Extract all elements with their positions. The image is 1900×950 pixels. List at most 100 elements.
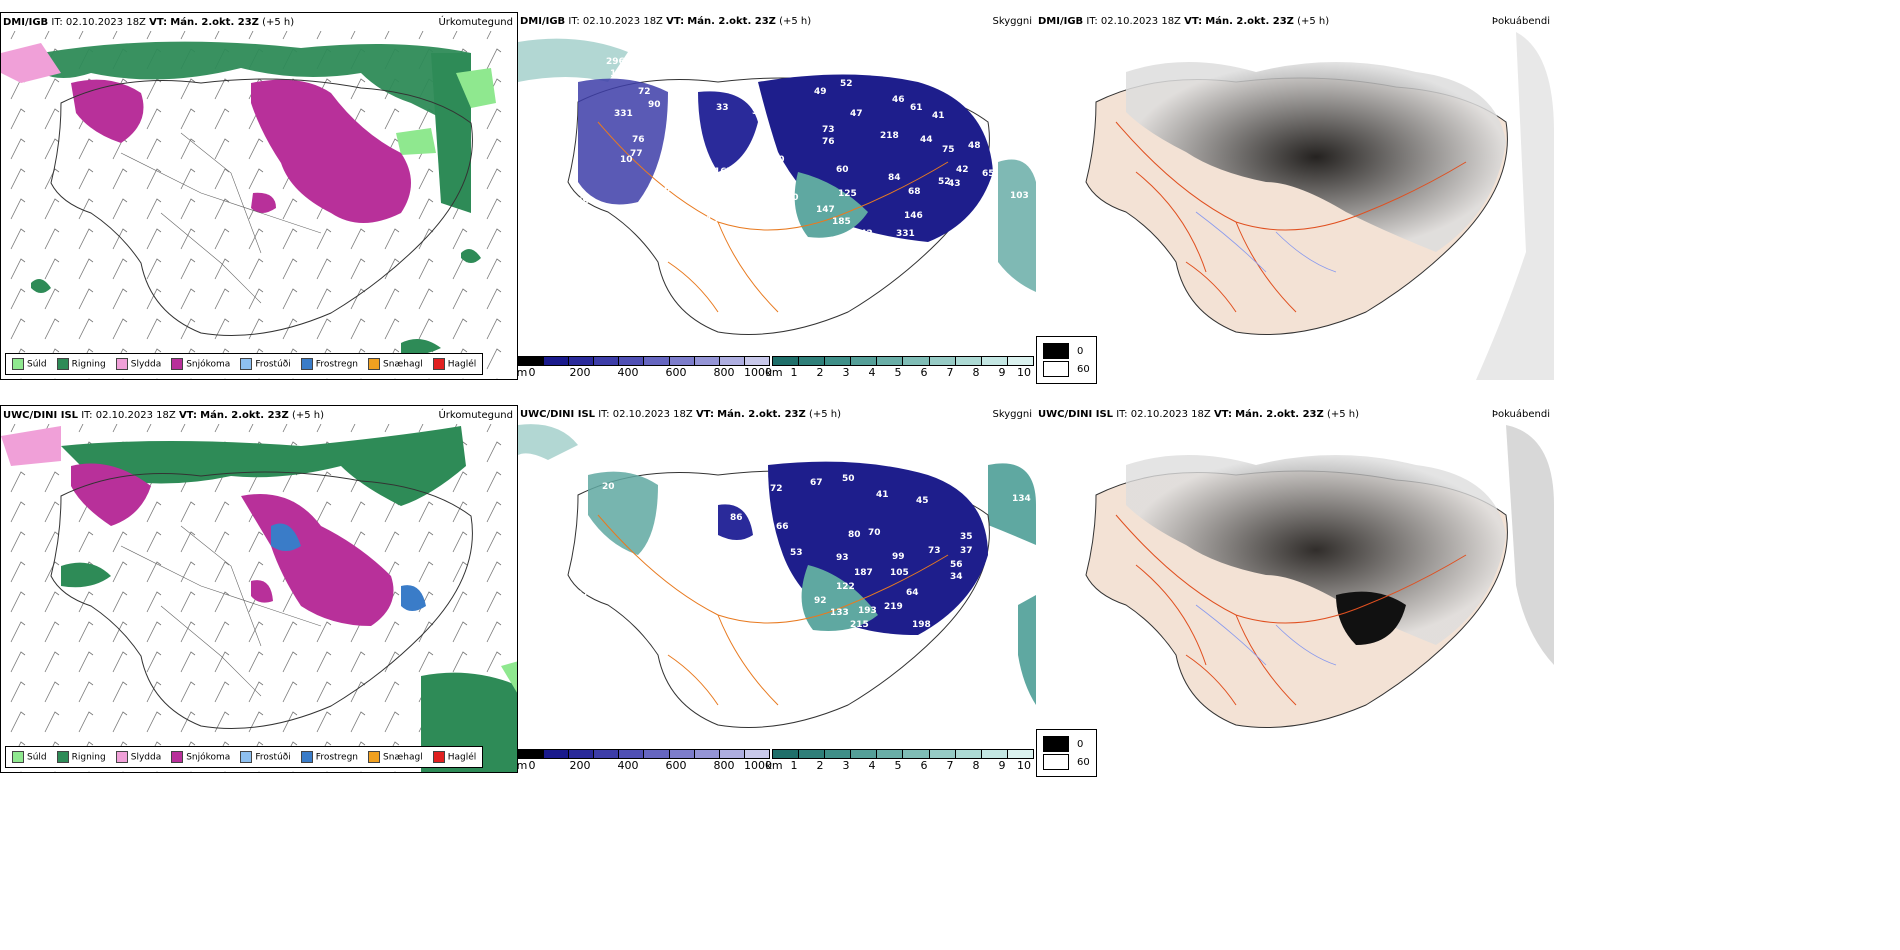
svg-text:219: 219 (884, 602, 903, 612)
cloud-base-panel-bottom: UWC/DINI ISL IT: 02.10.2023 18Z VT: Mán.… (518, 405, 1036, 773)
fog-panel-top: DMI/IGB IT: 02.10.2023 18Z VT: Mán. 2.ok… (1036, 12, 1554, 380)
visibility-colorbar (772, 749, 1034, 759)
svg-text:149: 149 (610, 460, 629, 470)
tick-label: 10 (1017, 759, 1031, 772)
svg-text:99: 99 (892, 552, 905, 562)
field-name: Skyggni (992, 16, 1032, 27)
svg-text:70: 70 (868, 528, 881, 538)
tick-label: 3 (842, 366, 850, 379)
panel-header: DMI/IGB IT: 02.10.2023 18Z VT: Mán. 2.ok… (520, 16, 812, 27)
svg-text:47: 47 (850, 109, 863, 119)
svg-text:168: 168 (654, 524, 673, 534)
svg-text:66: 66 (776, 522, 789, 532)
svg-text:242: 242 (854, 229, 873, 239)
tick-label: 600 (665, 759, 687, 772)
svg-text:66: 66 (664, 185, 677, 195)
svg-text:37: 37 (576, 590, 589, 600)
svg-text:77: 77 (630, 149, 643, 159)
panel-header: UWC/DINI ISL IT: 02.10.2023 18Z VT: Mán.… (1038, 409, 1359, 420)
unit-label: m (516, 759, 528, 772)
precip-type-panel-bottom: UWC/DINI ISL IT: 02.10.2023 18Z VT: Mán.… (0, 405, 518, 773)
precip-legend: Súld Rigning Slydda Snjókoma Frostúði Fr… (5, 746, 484, 768)
svg-text:61: 61 (910, 103, 923, 113)
legend-item: Haglél (432, 751, 476, 763)
tick-label: 9 (998, 759, 1006, 772)
svg-text:86: 86 (730, 513, 743, 523)
svg-text:75: 75 (942, 145, 955, 155)
svg-text:50: 50 (842, 474, 855, 484)
svg-text:122: 122 (836, 582, 855, 592)
legend-item: Frostregn (300, 751, 358, 763)
svg-text:45: 45 (916, 496, 929, 506)
svg-text:90: 90 (772, 155, 785, 165)
svg-text:46: 46 (892, 95, 905, 105)
svg-text:42: 42 (956, 165, 969, 175)
svg-text:52: 52 (840, 79, 853, 89)
tick-label: 1 (790, 759, 798, 772)
svg-text:76: 76 (822, 137, 835, 147)
tick-label: 1000 (744, 366, 772, 379)
tick-label: 0 (528, 366, 536, 379)
fog-panel-bottom: UWC/DINI ISL IT: 02.10.2023 18Z VT: Mán.… (1036, 405, 1554, 773)
svg-text:41: 41 (932, 111, 945, 121)
svg-text:48: 48 (968, 141, 981, 151)
svg-text:37: 37 (960, 546, 973, 556)
legend-item: Frostúði (240, 751, 291, 763)
tick-label: 200 (569, 759, 591, 772)
svg-text:215: 215 (850, 620, 869, 630)
svg-text:187: 187 (854, 568, 873, 578)
tick-label: 9 (998, 366, 1006, 379)
svg-text:90: 90 (732, 590, 745, 600)
unit-label: m (516, 366, 528, 379)
tick-label: 0 (528, 759, 536, 772)
tick-label: 2 (816, 366, 824, 379)
svg-text:193: 193 (858, 606, 877, 616)
svg-text:296: 296 (606, 57, 625, 67)
legend-item: Slydda (115, 358, 161, 370)
svg-text:331: 331 (896, 229, 915, 239)
legend-item: Súld (12, 358, 47, 370)
svg-text:30: 30 (728, 574, 741, 584)
visibility-colorbar-bottom: km 1 2 3 4 5 6 7 8 9 10 (765, 749, 1034, 773)
legend-item: Slydda (115, 751, 161, 763)
terrain-colorbar-top: m 0 200 400 600 800 1000 (516, 356, 772, 380)
svg-text:147: 147 (816, 205, 835, 215)
svg-text:10: 10 (620, 155, 633, 165)
precip-legend: Súld Rigning Slydda Snjókoma Frostúði Fr… (5, 353, 484, 375)
legend-item: Frostúði (240, 358, 291, 370)
tick-label: 6 (920, 759, 928, 772)
svg-text:78: 78 (576, 197, 589, 207)
cloud-base-panel-top: DMI/IGB IT: 02.10.2023 18Z VT: Mán. 2.ok… (518, 12, 1036, 380)
svg-text:67: 67 (810, 478, 823, 488)
svg-text:56: 56 (950, 560, 963, 570)
svg-text:102: 102 (730, 199, 749, 209)
tick-label: 7 (946, 759, 954, 772)
svg-text:331: 331 (614, 109, 633, 119)
svg-text:124: 124 (754, 135, 773, 145)
visibility-colorbar (772, 356, 1034, 366)
terrain-colorbar-bottom: m 0 200 400 600 800 1000 (516, 749, 772, 773)
svg-text:20: 20 (602, 482, 615, 492)
cloud-base-labels: 296 140 110 72 90 33 57 49 52 46 47 61 4… (576, 57, 1029, 239)
cloud-base-labels: 149 20 168 86 72 67 50 41 45 66 53 80 70… (576, 460, 1031, 644)
svg-text:84: 84 (690, 135, 703, 145)
svg-text:73: 73 (928, 546, 941, 556)
panel-header: DMI/IGB IT: 02.10.2023 18Z VT: Mán. 2.ok… (1038, 16, 1330, 27)
tick-label: 8 (972, 366, 980, 379)
tick-label: 4 (868, 366, 876, 379)
panel-header: DMI/IGB IT: 02.10.2023 18Z VT: Mán. 2.ok… (3, 17, 295, 28)
svg-text:72: 72 (770, 484, 783, 494)
fog-map (1085, 425, 1554, 728)
cloud-base-map: 296 140 110 72 90 33 57 49 52 46 47 61 4… (518, 38, 1036, 335)
svg-text:35: 35 (960, 532, 973, 542)
unit-label: km (765, 366, 783, 379)
tick-label: 10 (1017, 366, 1031, 379)
svg-text:65: 65 (982, 169, 995, 179)
panel-header: UWC/DINI ISL IT: 02.10.2023 18Z VT: Mán.… (3, 410, 324, 421)
tick-label: 400 (617, 366, 639, 379)
svg-text:49: 49 (814, 87, 827, 97)
fog-legend-top: 0 60 (1036, 336, 1097, 384)
svg-text:198: 198 (912, 620, 931, 630)
tick-label: 200 (569, 366, 591, 379)
precip-type-panel-top: DMI/IGB IT: 02.10.2023 18Z VT: Mán. 2.ok… (0, 12, 518, 380)
